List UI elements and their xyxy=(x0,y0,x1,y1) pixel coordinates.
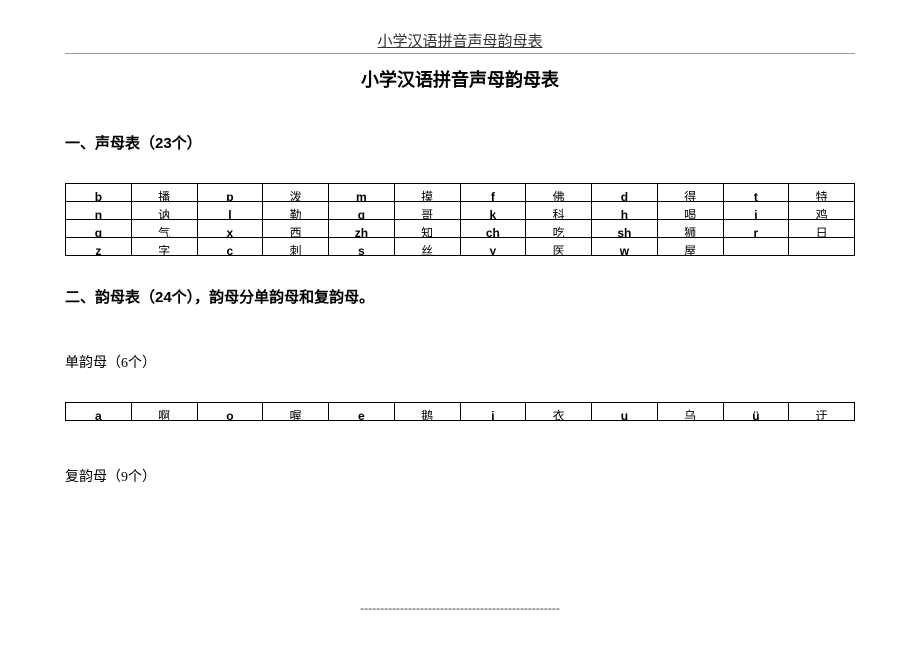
cell: 刺 xyxy=(263,238,329,256)
cell: 科 xyxy=(526,202,592,220)
cell: 日 xyxy=(789,220,855,238)
cell: d xyxy=(592,184,658,202)
cell: 喔 xyxy=(263,403,329,421)
cell: n xyxy=(66,202,132,220)
cell: x xyxy=(197,220,263,238)
cell: 迂 xyxy=(789,403,855,421)
cell: p xyxy=(197,184,263,202)
main-title: 小学汉语拼音声母韵母表 xyxy=(65,66,855,92)
cell: u xyxy=(592,403,658,421)
cell: q xyxy=(66,220,132,238)
cell: 摸 xyxy=(394,184,460,202)
cell: 衣 xyxy=(526,403,592,421)
cell: 得 xyxy=(657,184,723,202)
cell: g xyxy=(329,202,395,220)
cell: 气 xyxy=(131,220,197,238)
cell: sh xyxy=(592,220,658,238)
cell: 哥 xyxy=(394,202,460,220)
single-yunmu-heading: 单韵母（6个） xyxy=(65,352,855,372)
cell: 勒 xyxy=(263,202,329,220)
cell: w xyxy=(592,238,658,256)
header-underline-title: 小学汉语拼音声母韵母表 xyxy=(65,30,855,51)
cell: ch xyxy=(460,220,526,238)
cell: 啊 xyxy=(131,403,197,421)
cell: 乌 xyxy=(657,403,723,421)
table-row: a 啊 o 喔 e 鹅 i 衣 u 乌 ü 迂 xyxy=(66,403,855,421)
cell: o xyxy=(197,403,263,421)
cell: a xyxy=(66,403,132,421)
section2-heading: 二、韵母表（24个），韵母分单韵母和复韵母。 xyxy=(65,286,855,307)
cell: 字 xyxy=(131,238,197,256)
single-yunmu-table-container: a 啊 o 喔 e 鹅 i 衣 u 乌 ü 迂 xyxy=(65,402,855,421)
cell: s xyxy=(329,238,395,256)
footer-dashes: ----------------------------------------… xyxy=(360,601,560,616)
table-row: z 字 c 刺 s 丝 y 医 w 屋 xyxy=(66,238,855,256)
cell: 鸡 xyxy=(789,202,855,220)
cell: c xyxy=(197,238,263,256)
table-row: q 气 x 西 zh 知 ch 吃 sh 狮 r 日 xyxy=(66,220,855,238)
cell: b xyxy=(66,184,132,202)
cell: 丝 xyxy=(394,238,460,256)
cell xyxy=(789,238,855,256)
cell: 吃 xyxy=(526,220,592,238)
cell: 狮 xyxy=(657,220,723,238)
cell: 医 xyxy=(526,238,592,256)
cell: l xyxy=(197,202,263,220)
cell: f xyxy=(460,184,526,202)
cell: 鹅 xyxy=(394,403,460,421)
cell: t xyxy=(723,184,789,202)
cell: 特 xyxy=(789,184,855,202)
cell: 知 xyxy=(394,220,460,238)
table-row: n 讷 l 勒 g 哥 k 科 h 喝 j 鸡 xyxy=(66,202,855,220)
cell: 喝 xyxy=(657,202,723,220)
cell xyxy=(723,238,789,256)
cell: j xyxy=(723,202,789,220)
cell: ü xyxy=(723,403,789,421)
shengmu-table: b 播 p 泼 m 摸 f 佛 d 得 t 特 n 讷 l 勒 g 哥 k 科 … xyxy=(65,183,855,256)
cell: 讷 xyxy=(131,202,197,220)
cell: 泼 xyxy=(263,184,329,202)
cell: h xyxy=(592,202,658,220)
cell: z xyxy=(66,238,132,256)
table-row: b 播 p 泼 m 摸 f 佛 d 得 t 特 xyxy=(66,184,855,202)
cell: zh xyxy=(329,220,395,238)
single-yunmu-table: a 啊 o 喔 e 鹅 i 衣 u 乌 ü 迂 xyxy=(65,402,855,421)
section1-heading: 一、声母表（23个） xyxy=(65,132,855,153)
cell: m xyxy=(329,184,395,202)
cell: 屋 xyxy=(657,238,723,256)
cell: i xyxy=(460,403,526,421)
compound-yunmu-heading: 复韵母（9个） xyxy=(65,466,855,486)
cell: y xyxy=(460,238,526,256)
cell: 佛 xyxy=(526,184,592,202)
cell: e xyxy=(329,403,395,421)
shengmu-table-container: b 播 p 泼 m 摸 f 佛 d 得 t 特 n 讷 l 勒 g 哥 k 科 … xyxy=(65,183,855,256)
cell: 西 xyxy=(263,220,329,238)
cell: 播 xyxy=(131,184,197,202)
cell: k xyxy=(460,202,526,220)
header-rule xyxy=(65,53,855,54)
cell: r xyxy=(723,220,789,238)
